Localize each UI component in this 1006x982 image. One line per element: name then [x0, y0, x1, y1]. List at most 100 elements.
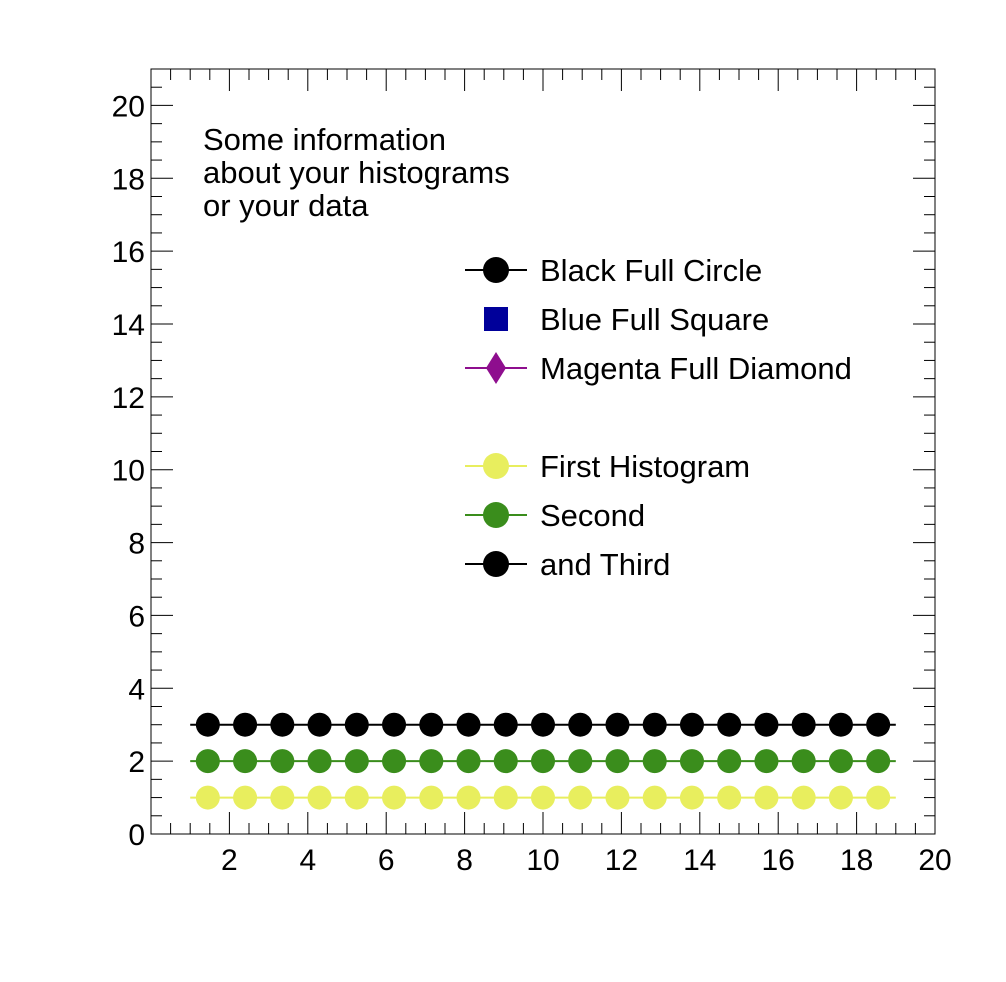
data-point: [382, 785, 407, 810]
legend-label: Black Full Circle: [540, 253, 762, 288]
plot-frame: [150, 68, 936, 835]
legend: Black Full Circle Blue Full Square Magenta…: [465, 253, 852, 582]
data-point: [717, 785, 742, 810]
legend-label: First Histogram: [540, 449, 750, 484]
legend-marker-circle: [483, 551, 509, 577]
x-tick-label: 4: [299, 844, 316, 877]
data-point: [568, 749, 593, 774]
data-point: [344, 712, 369, 737]
data-point: [307, 749, 332, 774]
data-point: [605, 749, 630, 774]
data-point: [456, 785, 481, 810]
x-tick-label: 14: [683, 844, 716, 877]
data-point: [679, 749, 704, 774]
data-point: [531, 785, 555, 810]
data-point: [568, 785, 593, 810]
data-point: [195, 712, 220, 737]
y-tick-label: 14: [112, 309, 145, 342]
data-point: [828, 712, 853, 737]
legend-entry: Magenta Full Diamond: [465, 351, 852, 386]
x-tick-label: 6: [378, 844, 395, 877]
annotation-line-3: or your data: [203, 188, 369, 223]
data-point: [866, 749, 891, 774]
data-point: [493, 712, 518, 737]
data-point: [642, 785, 667, 810]
x-tick-label: 20: [918, 844, 951, 877]
data-point: [344, 749, 369, 774]
axes: 2 4 6 8 10 12 14 16 18 20 0 2 4 6 8 10 12 14 16 18 20: [112, 68, 952, 877]
data-point: [419, 712, 444, 737]
legend-entry: Blue Full Square: [484, 302, 769, 337]
data-point: [419, 749, 444, 774]
series: [190, 785, 896, 810]
legend-label: Blue Full Square: [540, 302, 769, 337]
y-tick-label: 0: [128, 819, 145, 852]
data-point: [605, 785, 630, 810]
legend-marker-diamond: [486, 352, 506, 384]
data-point: [493, 785, 518, 810]
legend-marker-circle: [483, 257, 509, 283]
data-point: [382, 749, 407, 774]
legend-label: Magenta Full Diamond: [540, 351, 852, 386]
data-point: [791, 712, 816, 737]
x-tick-label: 16: [762, 844, 795, 877]
data-point: [568, 712, 593, 737]
data-point: [828, 785, 853, 810]
annotation-line-2: about your histograms: [203, 155, 510, 190]
data-point: [642, 749, 667, 774]
y-tick-label: 20: [112, 90, 145, 123]
series: [190, 749, 896, 774]
data-point: [791, 749, 816, 774]
data-point: [493, 749, 518, 774]
data-point: [233, 749, 258, 774]
x-tick-label: 10: [526, 844, 559, 877]
x-tick-label: 8: [456, 844, 473, 877]
data-point: [270, 785, 295, 810]
data-point: [754, 749, 779, 774]
data-point: [270, 712, 295, 737]
data-point: [605, 712, 630, 737]
x-tick-label: 18: [840, 844, 873, 877]
legend-label: and Third: [540, 547, 670, 582]
data-point: [531, 749, 555, 774]
data-point: [754, 785, 779, 810]
y-tick-label: 6: [128, 600, 145, 633]
data-point: [642, 712, 667, 737]
data-point: [307, 785, 332, 810]
data-point: [717, 712, 742, 737]
y-tick-label: 18: [112, 163, 145, 196]
data-point: [754, 712, 779, 737]
annotation-line-1: Some information: [203, 122, 446, 157]
data-point: [195, 785, 220, 810]
data-point: [233, 712, 258, 737]
legend-entry: Black Full Circle: [465, 253, 762, 288]
x-tick-label: 2: [221, 844, 238, 877]
y-tick-label: 2: [128, 746, 145, 779]
series-layer: [190, 712, 896, 810]
legend-label: Second: [540, 498, 645, 533]
data-point: [866, 785, 891, 810]
legend-entry: Second: [465, 498, 645, 533]
legend-entry: and Third: [465, 547, 670, 582]
data-point: [270, 749, 295, 774]
data-point: [382, 712, 407, 737]
data-point: [679, 712, 704, 737]
data-point: [344, 785, 369, 810]
data-point: [531, 712, 555, 737]
series: [190, 712, 896, 737]
legend-marker-square: [484, 307, 508, 331]
x-tick-label: 12: [605, 844, 638, 877]
data-point: [866, 712, 891, 737]
data-point: [456, 712, 481, 737]
data-point: [419, 785, 444, 810]
legend-marker-circle: [483, 453, 509, 479]
y-tick-label: 12: [112, 382, 145, 415]
data-point: [679, 785, 704, 810]
data-point: [828, 749, 853, 774]
data-point: [233, 785, 258, 810]
y-tick-label: 4: [128, 673, 145, 706]
legend-entry: First Histogram: [465, 449, 750, 484]
y-tick-label: 16: [112, 236, 145, 269]
